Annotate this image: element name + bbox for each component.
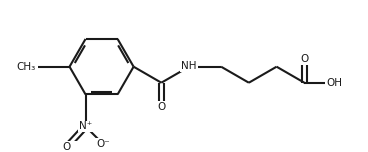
Text: O⁻: O⁻	[96, 139, 110, 149]
Text: CH₃: CH₃	[16, 62, 36, 72]
Text: OH: OH	[326, 78, 342, 88]
Text: NH: NH	[181, 61, 197, 71]
Text: O: O	[300, 54, 308, 64]
Text: O: O	[62, 142, 70, 152]
Text: O: O	[157, 102, 166, 112]
Text: N⁺: N⁺	[79, 121, 92, 131]
